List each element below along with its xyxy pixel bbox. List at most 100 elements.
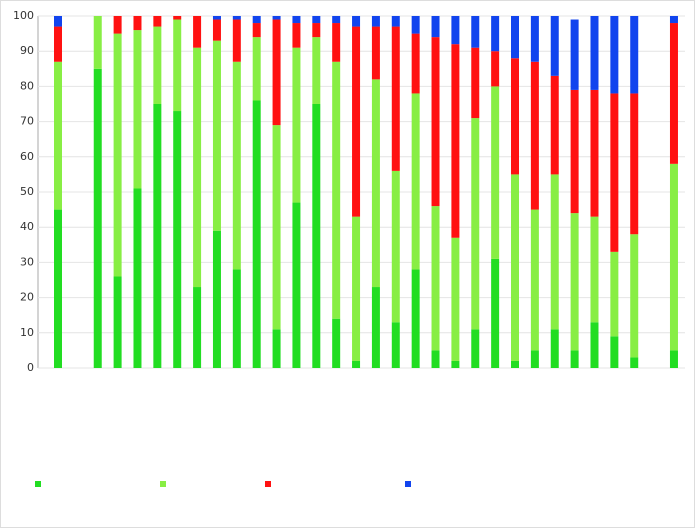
bar-segment <box>550 174 559 330</box>
bar-segment <box>570 19 579 90</box>
bar-segment <box>133 16 142 31</box>
bar-segment <box>133 30 142 189</box>
y-tick-label: 50 <box>20 185 34 198</box>
bar-segment <box>252 23 261 38</box>
bar-segment <box>312 37 321 105</box>
legend-swatch <box>160 481 166 487</box>
bar-segment <box>530 209 539 351</box>
bar-segment <box>193 47 202 288</box>
bar-segment <box>590 89 599 217</box>
bar-segment <box>352 16 361 27</box>
legend-swatch <box>265 481 271 487</box>
bar-segment <box>590 322 599 368</box>
bar-segment <box>511 16 520 59</box>
bar-segment <box>669 23 678 164</box>
bar-segment <box>491 258 500 368</box>
bar-segment <box>491 86 500 259</box>
bar-segment <box>391 322 400 368</box>
bar-segment <box>352 360 361 368</box>
bar-segment <box>371 287 380 368</box>
bar-segment <box>530 350 539 368</box>
bar-segment <box>391 26 400 171</box>
bar-segment <box>54 16 62 27</box>
y-tick-label: 70 <box>20 115 34 128</box>
bar-segment <box>451 237 460 361</box>
y-tick-label: 90 <box>20 44 34 57</box>
bar-segment <box>530 16 539 62</box>
bar-segment <box>590 216 599 323</box>
bar-segment <box>411 33 420 94</box>
bar-segment <box>570 89 579 214</box>
bar-segment <box>272 19 281 126</box>
bar-segment <box>54 61 62 210</box>
bar-segment <box>431 16 440 38</box>
bar-segment <box>252 100 261 368</box>
bar-segment <box>511 360 520 368</box>
y-tick-label: 0 <box>27 361 34 374</box>
bar-segment <box>93 16 102 69</box>
bar-segment <box>530 61 539 210</box>
bar-segment <box>371 16 380 27</box>
bar-segment <box>431 350 440 368</box>
bar-segment <box>212 40 221 231</box>
bar-segment <box>312 16 321 24</box>
bar-segment <box>371 26 380 80</box>
bar-segment <box>292 23 301 48</box>
bar-segment <box>232 61 241 270</box>
bar-segment <box>352 26 361 217</box>
bar-segment <box>173 19 182 112</box>
bar-segment <box>570 213 579 351</box>
bar-segment <box>352 216 361 361</box>
bar-segment <box>610 336 619 368</box>
bar-segment <box>54 209 62 368</box>
bar-segment <box>550 75 559 175</box>
bar-segment <box>491 16 500 52</box>
y-tick-label: 40 <box>20 220 34 233</box>
bar-segment <box>252 37 261 101</box>
bar-segment <box>332 318 341 368</box>
bar-segment <box>272 125 281 330</box>
bar-segment <box>550 329 559 368</box>
bar-segment <box>511 58 520 175</box>
bar-segment <box>173 16 182 20</box>
legend-swatch <box>35 481 41 487</box>
bar-segment <box>272 16 281 20</box>
bar-segment <box>610 93 619 252</box>
bar-segment <box>570 350 579 368</box>
bar-segment <box>193 287 202 368</box>
bar-segment <box>471 329 480 368</box>
bar-segment <box>630 234 639 358</box>
y-tick-label: 60 <box>20 150 34 163</box>
bar-segment <box>590 16 599 90</box>
y-tick-label: 80 <box>20 79 34 92</box>
bar-segment <box>511 174 520 361</box>
bar-segment <box>312 104 321 368</box>
bar-segment <box>669 16 678 24</box>
bar-segment <box>451 44 460 238</box>
bar-segment <box>113 16 122 34</box>
bar-segment <box>292 202 301 368</box>
bar-segment <box>610 251 619 337</box>
bar-segment <box>391 16 400 27</box>
bar-segment <box>232 19 241 62</box>
bar-segment <box>93 68 102 369</box>
bar-segment <box>332 16 341 24</box>
bar-segment <box>153 16 162 27</box>
bar-segment <box>451 16 460 45</box>
y-tick-label: 20 <box>20 291 34 304</box>
bar-segment <box>630 16 639 94</box>
y-tick-label: 10 <box>20 326 34 339</box>
legend-swatch <box>405 481 411 487</box>
bar-segment <box>252 16 261 24</box>
bar-segment <box>212 230 221 368</box>
bar-segment <box>669 163 678 351</box>
bar-segment <box>332 23 341 62</box>
bar-segment <box>451 360 460 368</box>
bar-segment <box>471 118 480 330</box>
bar-segment <box>411 269 420 368</box>
y-tick-label: 30 <box>20 255 34 268</box>
bar-segment <box>113 276 122 368</box>
bar-segment <box>113 33 122 277</box>
